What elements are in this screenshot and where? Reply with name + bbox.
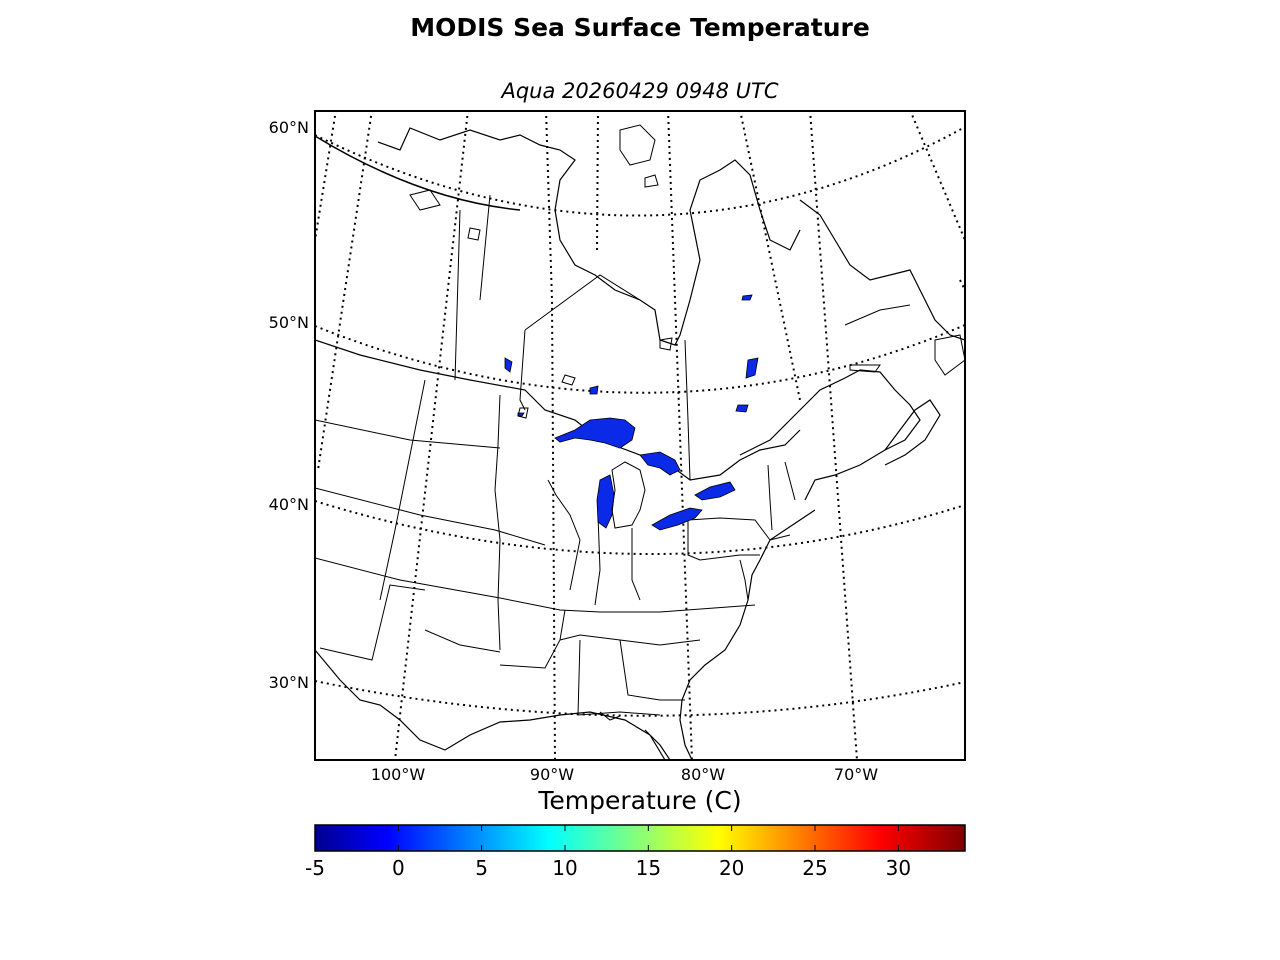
state-border bbox=[519, 329, 526, 411]
colorbar-tick-label: 30 bbox=[886, 856, 911, 880]
meridian-80w bbox=[667, 111, 693, 760]
colorbar-ticks: -5 0 5 10 15 20 25 30 bbox=[305, 825, 911, 880]
state-border bbox=[494, 394, 501, 651]
lat-label: 40°N bbox=[269, 495, 309, 514]
lon-label: 90°W bbox=[530, 765, 574, 784]
gouin-reservoir bbox=[735, 404, 749, 413]
lake-ontario bbox=[694, 481, 736, 501]
meridian-100w bbox=[317, 111, 373, 471]
coastline-details bbox=[409, 124, 965, 721]
parallel-30n bbox=[315, 680, 965, 717]
colorbar-tick-label: 0 bbox=[392, 856, 405, 880]
lake-of-the-woods bbox=[517, 407, 529, 419]
meridian-75w bbox=[739, 111, 801, 401]
lake-erie bbox=[651, 507, 703, 531]
gulf-coast bbox=[315, 649, 666, 760]
state-border bbox=[315, 487, 546, 546]
colorbar-gradient bbox=[314, 824, 966, 852]
colorbar-tick-label: 20 bbox=[719, 856, 744, 880]
meridian-95w bbox=[394, 111, 469, 760]
lake-winnipeg bbox=[504, 357, 513, 373]
newfoundland-hint bbox=[934, 334, 965, 376]
lat-label: 30°N bbox=[269, 673, 309, 692]
great-circle-top bbox=[315, 135, 521, 211]
coastlines-and-borders bbox=[315, 127, 965, 760]
hudson-islands bbox=[619, 124, 656, 166]
lon-label: 80°W bbox=[681, 765, 725, 784]
akimiski-island bbox=[659, 337, 673, 351]
province-border bbox=[684, 339, 691, 481]
state-border bbox=[619, 639, 685, 701]
state-border bbox=[499, 609, 566, 669]
parallel-60n bbox=[315, 126, 965, 217]
st-lawrence bbox=[739, 369, 921, 501]
state-border bbox=[424, 629, 501, 653]
graticule-longitude bbox=[315, 111, 965, 760]
nova-scotia bbox=[884, 399, 941, 466]
state-border bbox=[594, 514, 601, 606]
map-content bbox=[315, 111, 965, 760]
colorbar-label: Temperature (C) bbox=[538, 786, 742, 815]
state-border bbox=[687, 520, 760, 561]
province-border bbox=[524, 274, 641, 331]
colorbar-tick-label: 5 bbox=[475, 856, 488, 880]
small-lake bbox=[589, 385, 599, 395]
state-border bbox=[784, 461, 796, 501]
lat-label: 50°N bbox=[269, 313, 309, 332]
lon-label: 100°W bbox=[371, 765, 426, 784]
lake-huron bbox=[639, 451, 681, 476]
hudson-islands bbox=[644, 174, 659, 188]
lon-label: 70°W bbox=[834, 765, 878, 784]
lake-superior bbox=[554, 417, 636, 449]
lake-mistassini bbox=[745, 357, 759, 379]
hudson-bay-coast bbox=[377, 127, 801, 346]
us-east-coast bbox=[679, 509, 816, 760]
lake-michigan bbox=[596, 474, 615, 529]
province-border bbox=[844, 304, 911, 326]
parallel-40n bbox=[315, 500, 965, 555]
colorbar-tick-label: 10 bbox=[552, 856, 577, 880]
chesapeake-bay bbox=[739, 559, 749, 601]
lake-okeechobee-hint bbox=[599, 711, 621, 721]
province-border bbox=[479, 194, 491, 301]
state-border bbox=[577, 639, 661, 716]
northern-lakes bbox=[467, 227, 481, 241]
chart-subtitle: Aqua 20260429 0948 UTC bbox=[501, 79, 779, 103]
anticosti-island bbox=[849, 364, 881, 373]
colorbar-tick-label: -5 bbox=[305, 856, 325, 880]
state-border bbox=[315, 419, 501, 449]
state-border bbox=[767, 464, 773, 531]
sst-lakes bbox=[504, 294, 759, 531]
lake-nipigon bbox=[561, 374, 576, 386]
state-border bbox=[315, 557, 756, 613]
state-border bbox=[687, 517, 771, 541]
province-border bbox=[454, 209, 461, 381]
state-border bbox=[547, 479, 581, 591]
michigan-lower-peninsula bbox=[611, 461, 646, 529]
colorbar-tick-label: 25 bbox=[802, 856, 827, 880]
northern-lakes bbox=[409, 189, 441, 211]
state-border bbox=[379, 379, 426, 601]
meridian-110w bbox=[315, 111, 337, 241]
state-border bbox=[631, 528, 641, 601]
lat-label: 60°N bbox=[269, 118, 309, 137]
state-province-borders bbox=[315, 194, 911, 716]
meridian-60w bbox=[959, 279, 965, 291]
colorbar-tick-label: 15 bbox=[636, 856, 661, 880]
map-frame bbox=[314, 110, 966, 761]
florida-coast bbox=[644, 729, 671, 760]
labrador-coast bbox=[799, 199, 965, 341]
chart-title: MODIS Sea Surface Temperature bbox=[410, 13, 870, 42]
long-island bbox=[769, 534, 791, 541]
graticule-latitude bbox=[315, 126, 965, 717]
state-border bbox=[319, 584, 426, 661]
small-lake bbox=[741, 294, 753, 301]
meridian-70w bbox=[809, 111, 858, 760]
